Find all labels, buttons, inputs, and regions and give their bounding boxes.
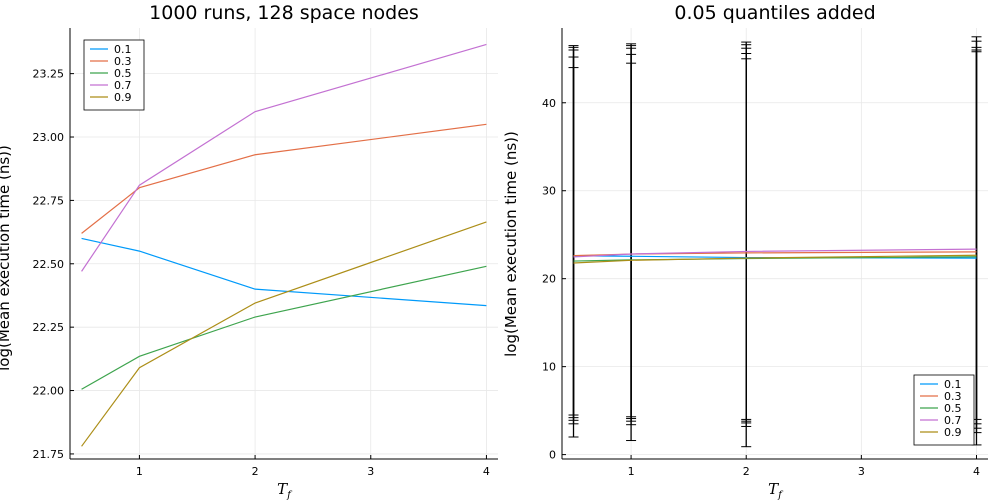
right-series-line-0-9 [573,254,977,264]
right-series-line-0-3 [573,251,977,257]
right-x-tick-label: 4 [973,465,980,478]
right-chart: 0.05 quantiles added 1 2 3 4 0 10 20 30 40 log(… [502,2,988,500]
left-x-tick-label: 1 [136,465,143,478]
right-x-tick-label: 1 [628,465,635,478]
left-chart: 1000 runs, 128 space nodes 1 2 3 4 21.75 22.… [0,2,498,500]
left-legend-label: 0.1 [114,43,132,56]
left-y-tick-label: 22.00 [33,385,65,398]
right-legend: 0.10.30.50.70.9 [913,374,975,446]
right-series-line-0-7 [573,248,977,258]
right-legend-label: 0.9 [944,426,962,439]
left-legend-label: 0.5 [114,67,132,80]
right-x-tick-label: 3 [858,465,865,478]
left-x-tick-label: 3 [367,465,374,478]
left-y-tick-label: 22.50 [33,258,65,271]
left-y-tick-label: 22.25 [33,321,65,334]
right-y-tick-label: 40 [542,97,556,110]
left-x-tick-label: 2 [252,465,259,478]
left-x-label-subscript: f [286,490,293,500]
right-y-tick-label: 0 [549,449,556,462]
left-y-tick-label: 23.00 [33,131,65,144]
left-legend-box [83,39,145,111]
right-x-tick-label: 2 [743,465,750,478]
left-series-line-0-3 [81,123,487,234]
left-y-ticks: 21.75 22.00 22.25 22.50 22.75 23.00 23.25 [33,68,74,461]
left-axes [69,28,498,460]
right-error-bars [568,36,982,448]
right-y-axis-label: log(Mean execution time (ns)) [502,131,520,357]
right-legend-label: 0.1 [944,378,962,391]
right-y-tick-label: 30 [542,185,556,198]
left-legend-label: 0.9 [114,91,132,104]
left-y-axis-label: log(Mean execution time (ns)) [0,145,13,371]
left-x-ticks: 1 2 3 4 [136,455,490,478]
right-axes [561,28,988,460]
right-y-ticks: 0 10 20 30 40 [542,97,566,462]
left-y-tick-label: 23.25 [33,68,65,81]
right-legend-box [913,374,975,446]
left-legend: 0.10.30.50.70.9 [83,39,145,111]
right-legend-label: 0.3 [944,390,962,403]
left-y-tick-label: 22.75 [33,194,65,207]
left-series-line-0-9 [81,221,487,447]
right-series-lines [573,248,977,264]
right-legend-label: 0.7 [944,414,962,427]
right-x-axis-label: Tf [768,480,784,500]
right-x-label-main: T [768,480,779,498]
left-series-line-0-5 [81,265,487,390]
left-legend-label: 0.7 [114,79,132,92]
left-series-lines [81,43,487,447]
left-x-axis-label: Tf [277,480,293,500]
right-y-tick-label: 10 [542,361,556,374]
left-legend-label: 0.3 [114,55,132,68]
right-y-tick-label: 20 [542,273,556,286]
left-series-line-0-7 [81,43,487,272]
right-x-ticks: 1 2 3 4 [628,455,980,478]
left-x-label-main: T [277,480,288,498]
left-y-tick-label: 21.75 [33,448,65,461]
left-chart-title: 1000 runs, 128 space nodes [149,2,419,24]
left-x-tick-label: 4 [483,465,490,478]
right-chart-title: 0.05 quantiles added [674,2,875,24]
right-legend-label: 0.5 [944,402,962,415]
left-series-line-0-1 [81,237,487,307]
right-x-label-subscript: f [777,490,784,500]
